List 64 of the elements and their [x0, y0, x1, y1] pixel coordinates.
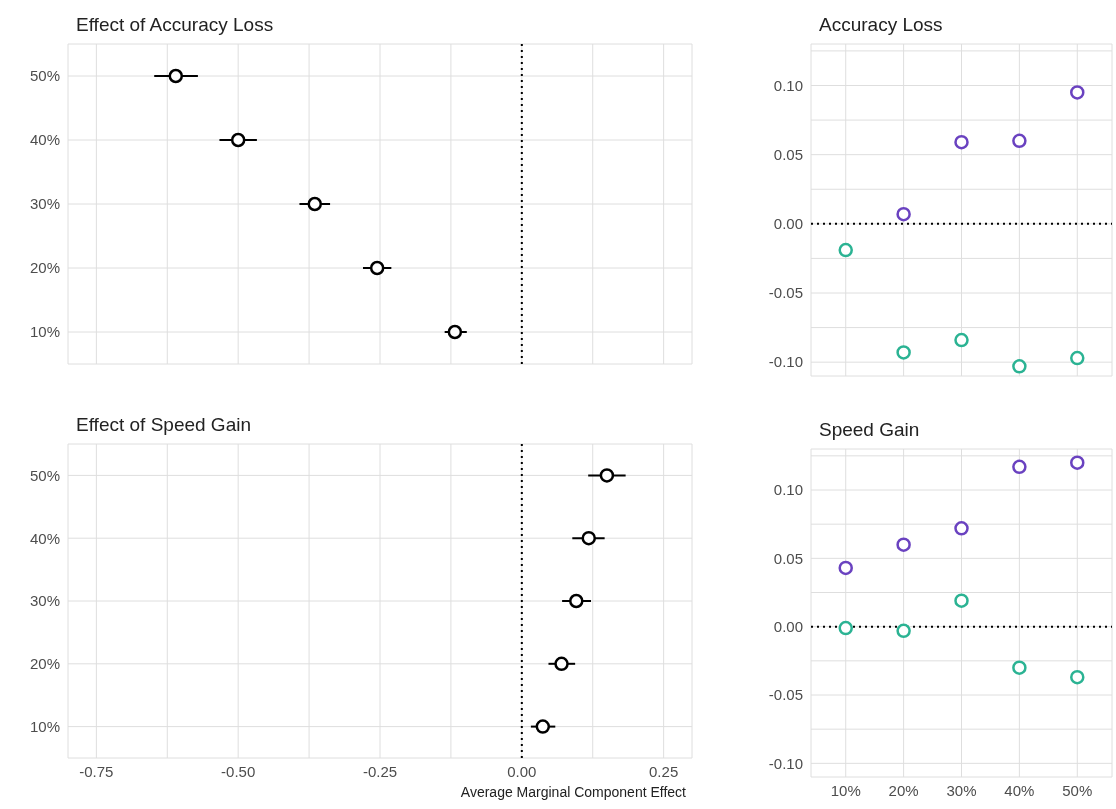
x-tick-label: 0.00 [507, 762, 537, 780]
point [896, 537, 911, 552]
point [599, 468, 615, 483]
y-tick-label: 20% [29, 655, 60, 673]
y-tick-label: 0.00 [773, 617, 803, 635]
y-tick-label: -0.05 [768, 284, 803, 302]
point [230, 132, 246, 148]
point [1070, 455, 1085, 470]
chart-title: Effect of Accuracy Loss [76, 14, 274, 36]
chart-title: Speed Gain [819, 419, 920, 441]
x-tick-label: 0.25 [649, 762, 679, 780]
point [554, 656, 569, 672]
y-tick-label: 0.05 [773, 549, 803, 567]
point [1012, 660, 1027, 675]
point [369, 260, 385, 276]
y-tick-label: 10% [29, 717, 60, 735]
point [581, 530, 597, 546]
point [954, 521, 969, 536]
x-tick-label: 40% [1004, 781, 1035, 799]
y-tick-label: -0.05 [768, 686, 803, 704]
point [896, 206, 911, 222]
point [838, 560, 853, 576]
chart-title: Accuracy Loss [819, 14, 943, 36]
point [1070, 669, 1085, 685]
point [307, 196, 323, 212]
point [954, 134, 969, 150]
point [168, 68, 184, 84]
y-tick-label: 20% [29, 259, 60, 277]
x-tick-label: -0.25 [362, 762, 398, 780]
y-tick-label: 50% [29, 466, 60, 484]
chart-title: Effect of Speed Gain [76, 414, 251, 436]
point [1012, 459, 1027, 475]
y-tick-label: 40% [29, 529, 60, 547]
x-tick-label: 20% [888, 781, 919, 799]
point [838, 620, 853, 636]
point [447, 324, 463, 340]
point [954, 332, 969, 348]
x-tick-label: 10% [830, 781, 861, 799]
x-tick-label: 30% [946, 781, 977, 799]
point [896, 345, 911, 360]
x-tick-label: -0.75 [79, 762, 114, 780]
x-tick-label: 50% [1062, 781, 1093, 799]
point [1070, 350, 1085, 366]
point [838, 242, 853, 258]
point [896, 623, 911, 639]
y-tick-label: 40% [29, 131, 60, 149]
y-tick-label: 30% [29, 592, 60, 610]
y-tick-label: 0.00 [773, 215, 803, 233]
y-tick-label: 50% [29, 67, 60, 85]
point [569, 593, 584, 609]
x-tick-label: -0.50 [221, 762, 256, 780]
point [954, 593, 969, 608]
point [1012, 359, 1027, 374]
x-axis-title: Average Marginal Component Effect [460, 784, 686, 800]
y-tick-label: -0.10 [768, 353, 803, 371]
y-tick-label: 0.10 [773, 481, 803, 499]
point [535, 719, 551, 734]
y-tick-label: 0.10 [773, 76, 803, 94]
y-tick-label: -0.10 [768, 754, 803, 772]
y-tick-label: 10% [29, 323, 60, 341]
point [1070, 85, 1085, 100]
y-tick-label: 30% [29, 195, 60, 213]
point [1012, 133, 1027, 149]
y-tick-label: 0.05 [773, 145, 803, 163]
